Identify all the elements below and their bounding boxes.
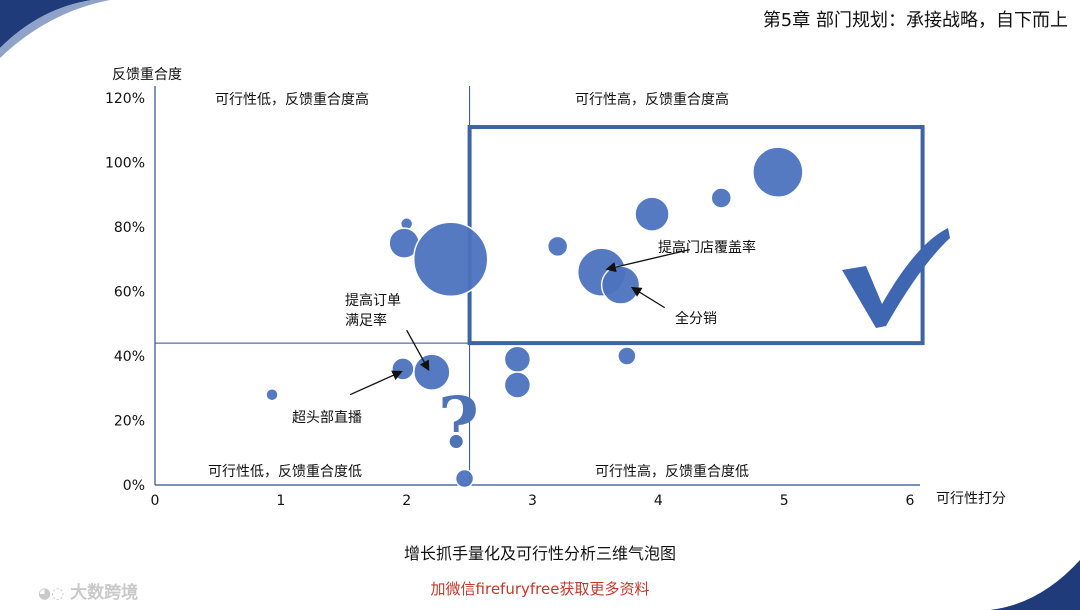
y-tick-label: 60% [114, 285, 145, 301]
bubble-point [412, 221, 489, 297]
bubble-point [391, 357, 415, 381]
annotation-store-coverage: 提高门店覆盖率 [658, 240, 756, 256]
bubble-point [617, 346, 637, 366]
annotation-full-distribution: 全分销 [675, 311, 717, 327]
new-product-label-line-1: 新品 [491, 244, 519, 260]
bubble-point [752, 146, 804, 198]
x-tick-label: 2 [402, 493, 411, 509]
annotation-arrow [349, 370, 403, 396]
y-tick-label: 120% [105, 91, 145, 107]
check-mark-icon [842, 228, 950, 328]
quadrant-label-top-right: 可行性高，反馈重合度高 [575, 92, 729, 108]
chart-caption: 增长抓手量化及可行性分析三维气泡图 [403, 544, 676, 563]
x-tick-label: 5 [780, 493, 789, 509]
y-tick-label: 20% [114, 414, 145, 430]
x-tick-label: 0 [151, 493, 160, 509]
x-tick-label: 1 [276, 493, 285, 509]
x-tick-label: 6 [906, 493, 915, 509]
watermark-logo: ◕◌ 大数跨境 [38, 578, 138, 603]
annotation-order-fulfillment: 提高订单 满足率 [345, 291, 401, 331]
bubble-point [546, 235, 569, 258]
corner-decoration-top-left [0, 0, 110, 58]
y-tick-label: 80% [114, 220, 145, 236]
x-tick-label: 4 [654, 493, 663, 509]
quadrant-label-top-left: 可行性低，反馈重合度高 [215, 92, 369, 108]
order-fulfillment-line-2: 满足率 [345, 313, 387, 329]
watermark-icon: ◕◌ [38, 584, 65, 602]
page-title: 第5章 部门规划：承接战略，自下而上 [762, 10, 1068, 31]
bubble-point [634, 196, 670, 232]
bubble-point [265, 387, 279, 402]
annotation-arrow [406, 329, 430, 372]
new-product-label-line-2: 上市 [491, 263, 519, 279]
annotation-arrow [605, 248, 690, 273]
y-axis-label: 反馈重合度 [112, 67, 182, 83]
quadrant-label-bottom-left: 可行性低，反馈重合度低 [208, 464, 362, 480]
bubble-point [710, 187, 732, 209]
x-tick-label: 3 [528, 493, 537, 509]
annotation-top-livestream: 超头部直播 [292, 410, 362, 426]
y-tick-label: 40% [114, 349, 145, 365]
annotation-arrow [630, 286, 665, 309]
bubble-point [600, 265, 641, 305]
x-axis-label: 可行性打分 [936, 491, 1006, 507]
bubble-point [503, 371, 532, 399]
y-tick-label: 0% [123, 478, 145, 494]
corner-decoration-bottom-right [990, 560, 1080, 610]
new-product-bubble-label: 新品 上市 [478, 243, 532, 281]
quadrant-label-bottom-right: 可行性高，反馈重合度低 [595, 464, 749, 480]
promo-text: 加微信firefuryfree获取更多资料 [430, 580, 650, 598]
bubble-point [454, 468, 475, 489]
question-mark-icon: ? [438, 381, 480, 464]
watermark-text: 大数跨境 [70, 583, 139, 603]
order-fulfillment-line-1: 提高订单 [345, 293, 401, 309]
y-tick-label: 100% [105, 156, 145, 172]
bubble-point [503, 345, 532, 373]
